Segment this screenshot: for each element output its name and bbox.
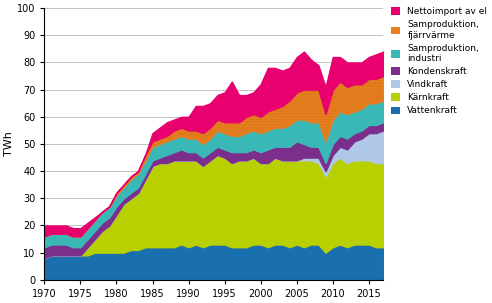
Legend: Nettoimport av el, Samproduktion,
fjärrvärme, Samproduktion,
industri, Kondenskr: Nettoimport av el, Samproduktion, fjärrv… bbox=[391, 7, 488, 115]
Y-axis label: TWh: TWh bbox=[4, 132, 14, 156]
